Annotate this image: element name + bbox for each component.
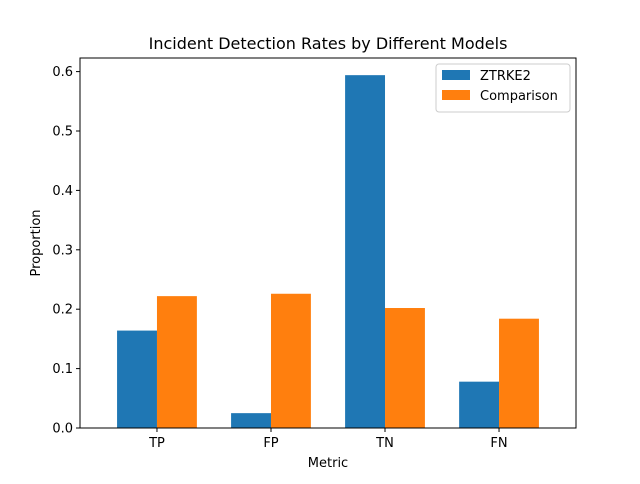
- x-tick-label: TN: [375, 436, 394, 451]
- bar-ztrke2-fp: [231, 413, 271, 428]
- y-tick-label: 0.6: [52, 65, 73, 80]
- bars-group: [117, 75, 539, 428]
- legend-swatch-ztrke2: [442, 70, 470, 80]
- bar-comparison-tn: [385, 308, 425, 428]
- x-tick-label: FP: [263, 436, 278, 451]
- bar-ztrke2-tn: [345, 75, 386, 428]
- legend: ZTRKE2 Comparison: [435, 63, 571, 113]
- legend-swatch-comparison: [442, 90, 470, 100]
- bar-comparison-tp: [156, 296, 197, 428]
- bar-comparison-fn: [499, 318, 539, 428]
- legend-label-ztrke2: ZTRKE2: [480, 69, 531, 84]
- y-axis-ticks: 0.0 0.1 0.2 0.3 0.4 0.5 0.6: [52, 65, 80, 437]
- x-axis-ticks: TP FP TN FN: [148, 428, 508, 451]
- bar-comparison-fp: [270, 293, 311, 428]
- y-tick-label: 0.4: [52, 184, 73, 199]
- y-tick-label: 0.2: [52, 303, 73, 318]
- y-tick-label: 0.5: [52, 125, 73, 140]
- y-tick-label: 0.3: [52, 243, 73, 258]
- bar-ztrke2-tp: [117, 330, 157, 428]
- chart-title: Incident Detection Rates by Different Mo…: [149, 34, 508, 53]
- y-tick-label: 0.1: [52, 362, 73, 377]
- x-tick-label: TP: [148, 436, 165, 451]
- y-tick-label: 0.0: [52, 422, 73, 437]
- y-axis-label: Proportion: [29, 209, 44, 276]
- x-axis-label: Metric: [308, 456, 348, 471]
- plot-area-frame: [79, 57, 577, 429]
- legend-label-comparison: Comparison: [480, 89, 558, 104]
- x-tick-label: FN: [490, 436, 507, 451]
- bar-ztrke2-fn: [459, 381, 500, 428]
